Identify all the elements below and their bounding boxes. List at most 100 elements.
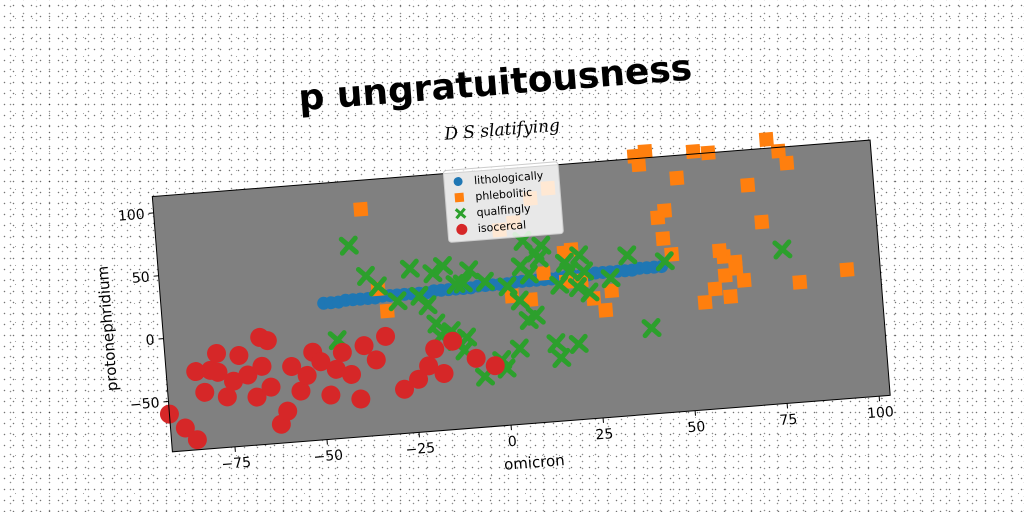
point-isocercal [261,377,281,397]
legend-marker [454,192,465,203]
point-phlebolitic [685,143,701,160]
point-phlebolitic [655,231,671,247]
point-qualfingly [531,235,552,256]
chart-subtitle-group: D S slatifying [443,116,561,145]
point-qualfingly [559,261,580,282]
point-qualfingly [568,333,589,354]
point-qualfingly [641,318,662,339]
point-qualfingly [567,277,588,298]
point-phlebolitic [717,267,733,284]
y-tick-label: 100 [117,207,145,225]
point-isocercal [419,356,439,376]
point-isocercal [434,364,454,384]
point-qualfingly [518,264,539,285]
legend-label: phlebolitic [475,186,533,203]
point-phlebolitic [740,177,756,193]
legend-label: isocercal [477,218,526,235]
point-isocercal [395,379,415,399]
point-isocercal [425,339,445,359]
point-qualfingly [617,245,638,266]
point-isocercal [195,382,215,402]
point-isocercal [186,362,206,382]
point-qualfingly [399,258,420,279]
point-isocercal [351,389,371,409]
point-isocercal [208,362,228,382]
point-isocercal [321,385,341,405]
y-tick-label: 50 [131,270,150,287]
x-tick-label: −50 [313,447,344,465]
point-phlebolitic [779,155,795,171]
point-phlebolitic [523,292,539,308]
legend: lithologicallyphleboliticqualfinglyisoce… [442,161,564,243]
point-isocercal [238,365,258,385]
chart-title-group: p ungratuitousness [297,48,693,120]
point-qualfingly [457,327,478,348]
x-tick-label: 100 [867,404,895,422]
point-phlebolitic [631,157,647,173]
point-phlebolitic [707,281,723,297]
point-isocercal [354,336,374,356]
point-qualfingly [518,310,539,331]
x-tick-label: −25 [405,440,436,458]
point-phlebolitic [728,260,744,276]
point-isocercal [409,369,429,389]
point-phlebolitic [754,214,770,230]
point-isocercal [311,352,331,372]
point-qualfingly [387,291,408,312]
point-isocercal [443,331,463,351]
point-phlebolitic [669,170,685,186]
point-phlebolitic [637,143,653,160]
point-isocercal [175,418,195,438]
point-isocercal [326,359,346,379]
point-qualfingly [569,245,590,266]
point-phlebolitic [792,274,808,290]
point-phlebolitic [758,131,774,147]
y-axis-label: protonephridium [94,265,122,392]
chart-title: p ungratuitousness [297,48,693,120]
point-qualfingly [426,313,447,334]
point-qualfingly [574,261,595,282]
point-qualfingly [474,271,495,292]
point-phlebolitic [598,302,614,318]
point-qualfingly [338,235,359,256]
point-qualfingly [459,260,480,281]
point-isocercal [366,350,386,370]
point-isocercal [187,430,207,450]
x-tick-label: 25 [595,426,614,443]
legend-marker [454,207,467,220]
points-layer [159,131,855,450]
point-phlebolitic [839,262,855,278]
legend-label: qualfingly [476,202,532,219]
axes-layer: −75 −50 −25 0 25 50 75 100 −50 0 50 100 [117,139,895,473]
point-phlebolitic [353,201,369,217]
point-phlebolitic [736,272,752,288]
plot-area-group: −75 −50 −25 0 25 50 75 100 −50 0 50 100 lithologica… [94,131,895,474]
point-qualfingly [579,282,600,303]
point-qualfingly [509,290,530,311]
point-isocercal [247,387,267,407]
point-phlebolitic [657,203,673,219]
y-tick-label: 0 [145,332,155,349]
legend-label: lithologically [474,169,545,187]
point-qualfingly [546,333,567,354]
chart-subtitle: D S slatifying [443,116,561,145]
point-qualfingly [509,338,530,359]
point-isocercal [207,343,227,363]
point-isocercal [217,387,237,407]
point-isocercal [332,342,352,362]
point-qualfingly [654,251,675,272]
point-isocercal [257,331,277,351]
x-tick-label: 75 [779,412,798,429]
point-isocercal [278,401,298,421]
point-qualfingly [367,276,388,297]
point-phlebolitic [536,265,552,281]
legend-box [442,161,564,243]
point-qualfingly [497,276,518,297]
point-phlebolitic [712,243,728,259]
point-phlebolitic [604,283,620,299]
point-qualfingly [600,268,621,289]
point-qualfingly [417,295,438,316]
point-phlebolitic [723,289,739,305]
point-phlebolitic [697,294,713,310]
